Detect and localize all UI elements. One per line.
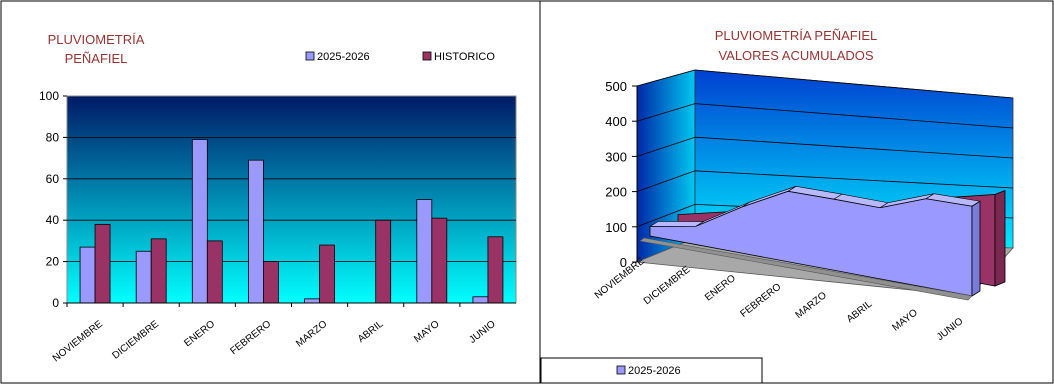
right-x-tick-label: ABRIL <box>845 298 875 325</box>
right-gridline-side <box>636 204 696 228</box>
left-y-tick-label: 0 <box>52 296 59 310</box>
left-y-axis: 0 20 40 60 80 100 <box>39 89 67 310</box>
right-gridline-back <box>694 170 1014 189</box>
bar-historico <box>431 217 448 304</box>
right-y-tick-label: 0 <box>620 255 627 270</box>
right-legend-swatch-2025 <box>616 365 626 375</box>
bar-2025-2026 <box>248 159 264 304</box>
right-gridline-side <box>636 69 696 87</box>
left-x-tick-label: ABRIL <box>356 318 386 345</box>
left-x-tick-label: NOVIEMBRE <box>51 318 105 364</box>
right-gridline-back <box>694 69 1014 99</box>
left-y-tick-label: 40 <box>46 213 60 227</box>
bar-historico <box>375 219 392 304</box>
area-2025-side <box>971 200 981 297</box>
bar-2025-2026 <box>416 199 433 304</box>
left-x-axis: NOVIEMBRE DICIEMBRE ENERO FEBRERO MARZO ABRIL… <box>51 302 516 364</box>
bar-historico <box>94 223 111 304</box>
left-x-tick-label: DICIEMBRE <box>110 318 161 361</box>
right-y-tick-label: 200 <box>605 185 627 200</box>
right-y-axis: 0 100 200 300 400 500 <box>605 79 638 270</box>
right-floor-edge <box>639 237 973 301</box>
right-legend-label-2025: 2025-2026 <box>628 365 681 377</box>
bar-2025-2026 <box>472 296 489 304</box>
right-legend-box <box>540 357 763 384</box>
legend-swatch-historico <box>422 51 432 61</box>
bar-historico <box>150 238 167 304</box>
left-y-tick-label: 20 <box>46 255 60 269</box>
right-chart-title-line1: PLUVIOMETRÍA PEÑAFIEL <box>715 28 878 43</box>
left-chart: PLUVIOMETRÍA PEÑAFIEL 2025-2026 HISTORIC… <box>39 32 517 364</box>
left-y-tick-label: 60 <box>46 172 60 186</box>
right-gridline-side <box>636 136 696 157</box>
left-x-tick-label: MAYO <box>412 319 442 345</box>
bar-2025-2026 <box>304 298 320 304</box>
right-x-tick-label: FEBRERO <box>738 281 783 320</box>
bar-historico <box>263 261 279 304</box>
right-x-tick-label: MARZO <box>794 290 829 321</box>
left-plot-area <box>66 95 517 304</box>
right-x-tick-label: JUNIO <box>935 316 966 343</box>
left-x-tick-label: FEBRERO <box>228 319 273 358</box>
legend-swatch-2025 <box>305 51 315 61</box>
right-gridline-side <box>636 103 696 122</box>
left-chart-title-line1: PLUVIOMETRÍA <box>48 32 145 47</box>
series-2025-area <box>639 185 981 301</box>
right-x-tick-label: ENERO <box>703 273 738 304</box>
right-chart: PLUVIOMETRÍA PEÑAFIEL VALORES ACUMULADOS… <box>540 28 1014 384</box>
left-y-tick-label: 80 <box>46 130 60 144</box>
bar-historico <box>487 236 504 304</box>
right-y-tick-label: 300 <box>605 149 627 164</box>
left-x-tick-label: MARZO <box>294 319 329 350</box>
right-y-tick-label: 500 <box>605 79 627 94</box>
bar-historico <box>206 240 223 304</box>
legend-label-2025: 2025-2026 <box>317 51 370 63</box>
left-x-tick-label: JUNIO <box>467 319 498 346</box>
right-gridline-back <box>694 103 1014 129</box>
bar-2025-2026 <box>191 139 208 304</box>
legend-label-historico: HISTORICO <box>434 51 495 63</box>
right-chart-title-line2: VALORES ACUMULADOS <box>718 48 873 63</box>
left-chart-title-line2: PEÑAFIEL <box>65 51 128 66</box>
bar-2025-2026 <box>135 250 152 304</box>
right-y-tick-label: 400 <box>605 114 627 129</box>
left-y-tick-label: 100 <box>39 89 59 103</box>
historico-area-side <box>994 189 1006 287</box>
area-2025-top-facet <box>648 220 706 227</box>
right-x-tick-label: MAYO <box>890 307 920 333</box>
left-x-tick-label: ENERO <box>182 319 217 350</box>
right-gridline-back <box>694 136 1014 159</box>
right-x-tick-label: DICIEMBRE <box>642 264 693 307</box>
right-gridline-side <box>636 170 696 192</box>
bar-2025-2026 <box>79 246 96 304</box>
right-y-tick-label: 100 <box>605 220 627 235</box>
bar-historico <box>319 244 335 304</box>
right-chart-frame <box>539 0 1054 384</box>
